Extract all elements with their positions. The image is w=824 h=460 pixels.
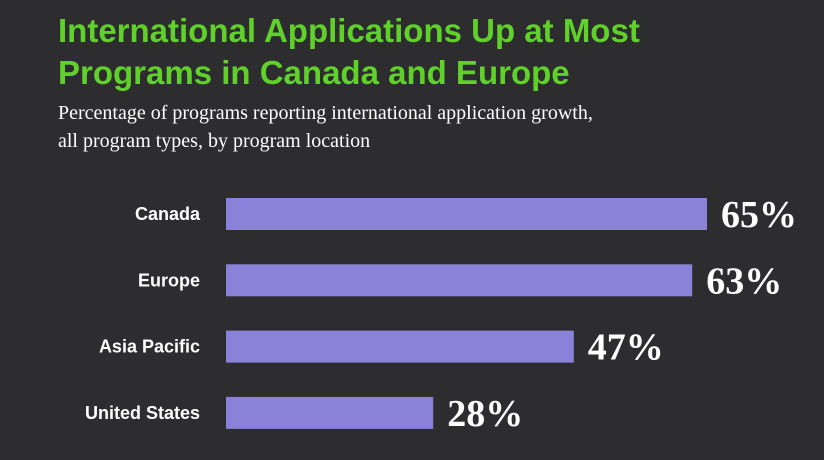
value-label-united-states: 28%	[447, 393, 523, 435]
bar-asia-pacific	[226, 330, 574, 363]
chart-subtitle-line-2: all program types, by program location	[58, 130, 371, 152]
chart-title-line-2: Programs in Canada and Europe	[58, 54, 570, 91]
value-label-canada: 65%	[721, 194, 797, 236]
value-label-europe: 63%	[706, 260, 782, 302]
chart-subtitle-line-1: Percentage of programs reporting interna…	[58, 102, 593, 124]
chart-title: International Applications Up at Most Pr…	[58, 10, 778, 94]
bar-canada	[226, 198, 707, 230]
chart-title-line-1: International Applications Up at Most	[58, 12, 640, 49]
bar-europe	[226, 264, 693, 297]
bar-united-states	[226, 396, 434, 429]
category-label-united-states: United States	[85, 403, 200, 423]
category-label-europe: Europe	[138, 270, 200, 290]
value-label-asia-pacific: 47%	[588, 327, 664, 369]
category-label-canada: Canada	[135, 204, 201, 224]
chart-subtitle: Percentage of programs reporting interna…	[58, 99, 798, 155]
category-label-asia-pacific: Asia Pacific	[99, 337, 200, 357]
